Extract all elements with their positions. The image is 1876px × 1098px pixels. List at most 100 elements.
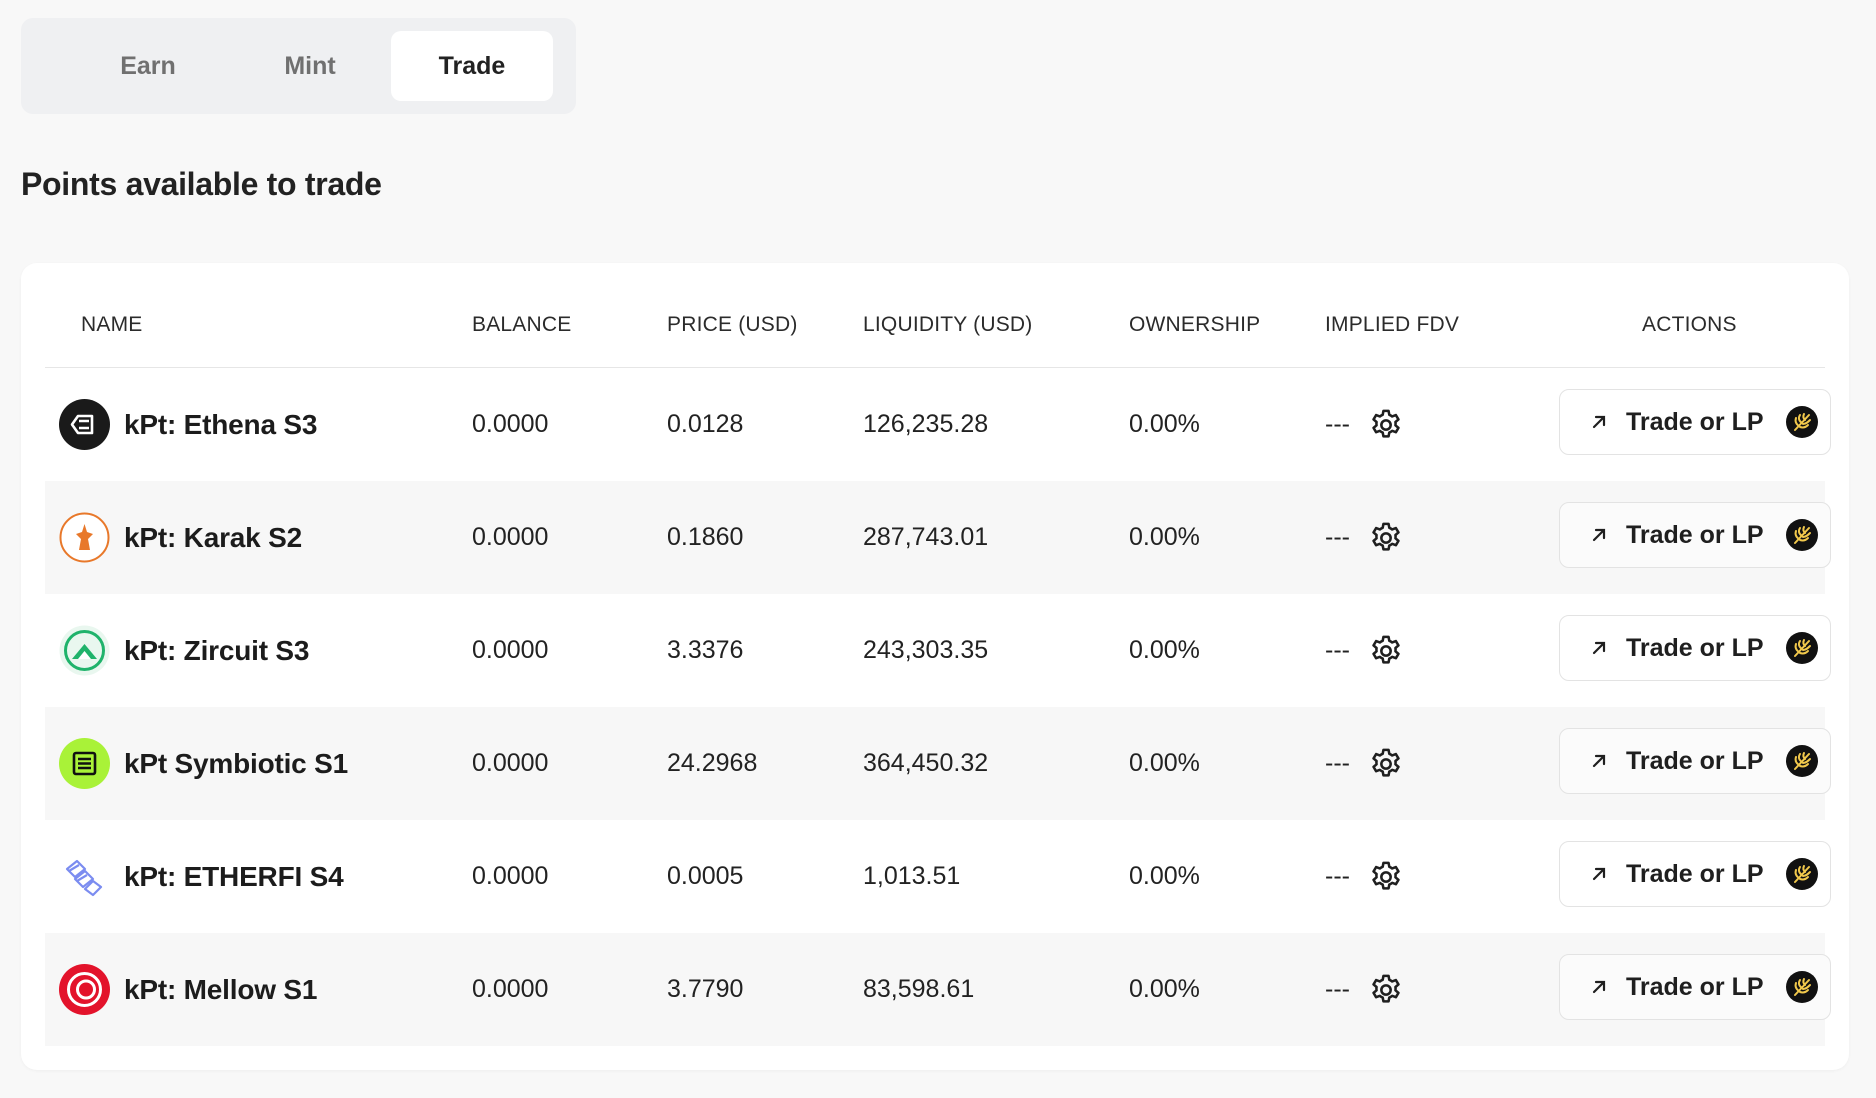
name-cell: kPt: ETHERFI S4 <box>59 820 344 933</box>
header-price: PRICE (USD) <box>667 313 798 336</box>
trade-or-lp-button[interactable]: Trade or LP <box>1559 954 1831 1020</box>
token-name: kPt: Karak S2 <box>124 521 302 553</box>
pendle-logo-icon <box>1785 519 1818 551</box>
liquidity-cell: 243,303.35 <box>863 636 989 664</box>
gear-icon[interactable] <box>1368 972 1404 1008</box>
name-cell: kPt Symbiotic S1 <box>59 707 348 820</box>
implied-fdv-cell: --- <box>1325 707 1404 820</box>
ownership-cell: 0.00% <box>1129 636 1200 664</box>
tab-trade[interactable]: Trade <box>391 31 553 101</box>
trade-or-lp-label: Trade or LP <box>1626 633 1764 662</box>
price-cell: 3.3376 <box>667 636 744 664</box>
pendle-logo-icon <box>1785 971 1818 1003</box>
balance-cell: 0.0000 <box>472 862 549 890</box>
liquidity-cell: 364,450.32 <box>863 749 989 777</box>
gear-icon[interactable] <box>1368 520 1404 556</box>
arrow-up-right-icon <box>1590 639 1608 657</box>
ownership-cell: 0.00% <box>1129 523 1200 551</box>
ownership-cell: 0.00% <box>1129 975 1200 1003</box>
liquidity-cell: 83,598.61 <box>863 975 975 1003</box>
points-table-card: NAME BALANCE PRICE (USD) LIQUIDITY (USD)… <box>21 263 1849 1070</box>
implied-fdv-cell: --- <box>1325 481 1404 594</box>
header-actions: ACTIONS <box>1642 313 1737 336</box>
ownership-cell: 0.00% <box>1129 410 1200 438</box>
token-name: kPt: Ethena S3 <box>124 408 318 440</box>
header-name: NAME <box>81 313 143 336</box>
arrow-up-right-icon <box>1590 865 1608 883</box>
tab-mint[interactable]: Mint <box>284 51 336 80</box>
name-cell: kPt: Mellow S1 <box>59 933 317 1046</box>
implied-fdv-value: --- <box>1325 975 1350 1003</box>
trade-or-lp-button[interactable]: Trade or LP <box>1559 728 1831 794</box>
ownership-cell: 0.00% <box>1129 862 1200 890</box>
header-liquidity: LIQUIDITY (USD) <box>863 313 1033 336</box>
liquidity-cell: 126,235.28 <box>863 410 989 438</box>
implied-fdv-value: --- <box>1325 749 1350 777</box>
balance-cell: 0.0000 <box>472 975 549 1003</box>
karak-logo-icon <box>59 512 110 563</box>
trade-or-lp-button[interactable]: Trade or LP <box>1559 615 1831 681</box>
trade-or-lp-label: Trade or LP <box>1626 407 1764 436</box>
etherfi-logo-icon <box>59 851 110 902</box>
points-table: NAME BALANCE PRICE (USD) LIQUIDITY (USD)… <box>45 263 1831 1046</box>
table-row[interactable]: kPt Symbiotic S1 0.0000 24.2968 364,450.… <box>45 707 1831 820</box>
balance-cell: 0.0000 <box>472 410 549 438</box>
arrow-up-right-icon <box>1590 413 1608 431</box>
gear-icon[interactable] <box>1368 859 1404 895</box>
balance-cell: 0.0000 <box>472 749 549 777</box>
mellow-logo-icon <box>59 964 110 1015</box>
name-cell: kPt: Karak S2 <box>59 481 302 594</box>
ethena-logo-icon <box>59 399 110 450</box>
token-name: kPt: ETHERFI S4 <box>124 860 344 892</box>
page-title: Points available to trade <box>21 166 382 202</box>
trade-or-lp-button[interactable]: Trade or LP <box>1559 389 1831 455</box>
header-implied-fdv: IMPLIED FDV <box>1325 313 1460 336</box>
price-cell: 3.7790 <box>667 975 744 1003</box>
table-row[interactable]: kPt: Zircuit S3 0.0000 3.3376 243,303.35… <box>45 594 1831 707</box>
arrow-up-right-icon <box>1590 752 1608 770</box>
gear-icon[interactable] <box>1368 633 1404 669</box>
trade-or-lp-label: Trade or LP <box>1626 859 1764 888</box>
table-row[interactable]: kPt: Karak S2 0.0000 0.1860 287,743.01 0… <box>45 481 1831 594</box>
table-header: NAME BALANCE PRICE (USD) LIQUIDITY (USD)… <box>45 263 1825 368</box>
table-row[interactable]: kPt: ETHERFI S4 0.0000 0.0005 1,013.51 0… <box>45 820 1831 933</box>
header-balance: BALANCE <box>472 313 572 336</box>
trade-or-lp-button[interactable]: Trade or LP <box>1559 841 1831 907</box>
zircuit-logo-icon <box>59 625 110 676</box>
gear-icon[interactable] <box>1368 746 1404 782</box>
pendle-logo-icon <box>1785 632 1818 664</box>
pendle-logo-icon <box>1785 406 1818 438</box>
token-name: kPt: Zircuit S3 <box>124 634 310 666</box>
implied-fdv-cell: --- <box>1325 594 1404 707</box>
tab-bar: Earn Mint Trade <box>21 18 576 114</box>
implied-fdv-value: --- <box>1325 523 1350 551</box>
gear-icon[interactable] <box>1368 407 1404 443</box>
token-name: kPt Symbiotic S1 <box>124 747 348 779</box>
implied-fdv-cell: --- <box>1325 933 1404 1046</box>
implied-fdv-cell: --- <box>1325 820 1404 933</box>
symbiotic-logo-icon <box>59 738 110 789</box>
implied-fdv-value: --- <box>1325 862 1350 890</box>
implied-fdv-value: --- <box>1325 636 1350 664</box>
name-cell: kPt: Zircuit S3 <box>59 594 309 707</box>
balance-cell: 0.0000 <box>472 636 549 664</box>
liquidity-cell: 1,013.51 <box>863 862 961 890</box>
tab-earn[interactable]: Earn <box>120 51 176 80</box>
table-row[interactable]: kPt: Mellow S1 0.0000 3.7790 83,598.61 0… <box>45 933 1831 1046</box>
token-name: kPt: Mellow S1 <box>124 973 318 1005</box>
trade-or-lp-label: Trade or LP <box>1626 972 1764 1001</box>
implied-fdv-cell: --- <box>1325 368 1404 481</box>
trade-or-lp-label: Trade or LP <box>1626 746 1764 775</box>
trade-or-lp-button[interactable]: Trade or LP <box>1559 502 1831 568</box>
balance-cell: 0.0000 <box>472 523 549 551</box>
pendle-logo-icon <box>1785 745 1818 777</box>
header-ownership: OWNERSHIP <box>1129 313 1261 336</box>
ownership-cell: 0.00% <box>1129 749 1200 777</box>
arrow-up-right-icon <box>1590 526 1608 544</box>
arrow-up-right-icon <box>1590 978 1608 996</box>
price-cell: 0.1860 <box>667 523 744 551</box>
liquidity-cell: 287,743.01 <box>863 523 989 551</box>
table-row[interactable]: kPt: Ethena S3 0.0000 0.0128 126,235.28 … <box>45 368 1831 481</box>
price-cell: 0.0005 <box>667 862 744 890</box>
implied-fdv-value: --- <box>1325 410 1350 438</box>
